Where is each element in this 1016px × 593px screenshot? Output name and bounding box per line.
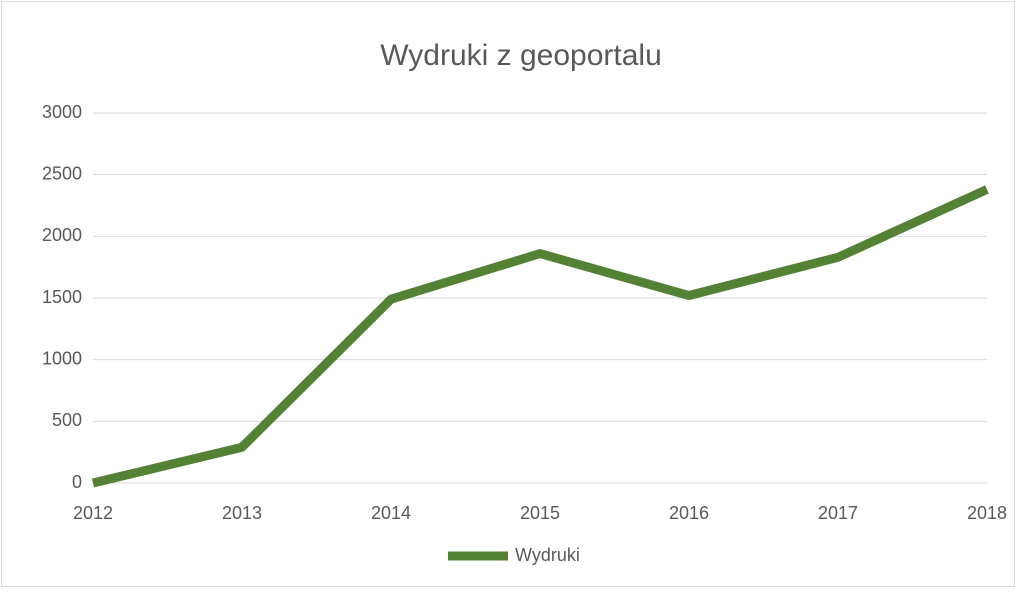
- y-tick-label: 3000: [42, 102, 82, 122]
- x-tick-label: 2012: [73, 503, 113, 523]
- y-tick-label: 2500: [42, 163, 82, 183]
- legend-label: Wydruki: [515, 545, 580, 565]
- y-tick-label: 1000: [42, 348, 82, 368]
- y-tick-label: 1500: [42, 287, 82, 307]
- x-tick-label: 2015: [520, 503, 560, 523]
- chart-title: Wydruki z geoportalu: [380, 39, 662, 72]
- data-line: [91, 185, 989, 488]
- y-tick-label: 500: [52, 410, 82, 430]
- x-tick-label: 2013: [222, 503, 262, 523]
- x-tick-label: 2018: [967, 503, 1007, 523]
- x-tick-label: 2016: [669, 503, 709, 523]
- x-tick-label: 2014: [371, 503, 411, 523]
- y-tick-label: 2000: [42, 225, 82, 245]
- y-tick-label: 0: [72, 472, 82, 492]
- x-tick-label: 2017: [818, 503, 858, 523]
